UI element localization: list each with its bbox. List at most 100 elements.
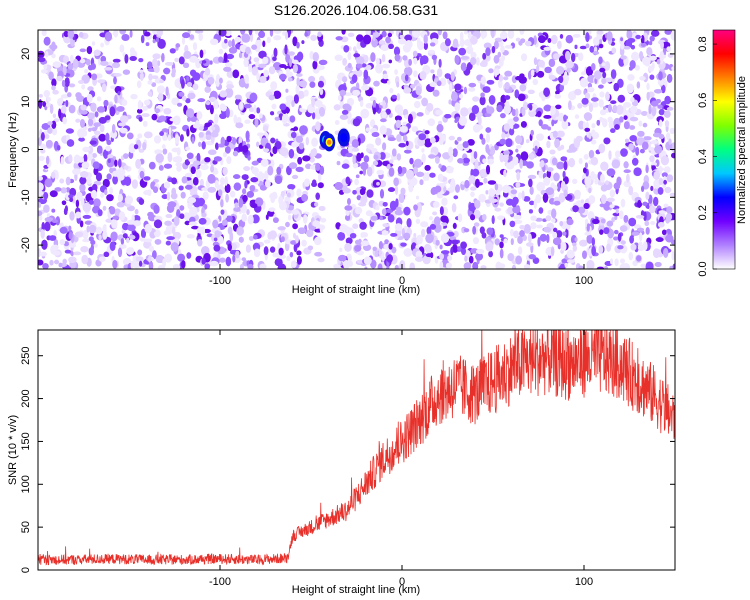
spectrogram-cell	[599, 229, 604, 235]
spectrogram-cell	[219, 257, 226, 263]
spectrogram-cell	[640, 263, 647, 268]
spectrogram-cell	[207, 174, 216, 184]
spectrogram-cell	[546, 140, 551, 149]
spectrogram-cell	[403, 206, 411, 216]
spectrogram-cell	[394, 115, 402, 121]
spectrogram-cell	[482, 86, 491, 93]
spectrogram-cell	[539, 160, 545, 168]
spectrogram-cell	[427, 49, 436, 54]
spectrogram-cell	[288, 149, 295, 159]
spectrogram-cell	[591, 101, 599, 108]
spectrogram-cell	[132, 220, 141, 227]
spectrogram-cell	[442, 31, 448, 40]
spectrogram-cell	[66, 139, 75, 147]
spectrogram-cell	[663, 203, 669, 208]
spectrogram-cell	[169, 48, 176, 54]
spectrogram-cell	[179, 205, 185, 211]
spectrogram-cell	[643, 241, 648, 251]
spectrogram-cell	[38, 176, 43, 181]
spectrogram-cell	[382, 142, 387, 151]
spectrogram-cell	[549, 149, 556, 155]
spectrogram-cell	[480, 265, 487, 269]
spectrogram-cell	[189, 55, 198, 63]
spectrogram-cell	[381, 30, 387, 38]
spectrogram-cell	[40, 132, 45, 141]
spectrogram-cell	[181, 176, 188, 184]
spectrogram-cell	[394, 265, 399, 269]
spectrogram-cell	[416, 112, 424, 117]
spectrogram-cell	[464, 30, 468, 35]
spectrogram-cell	[79, 220, 84, 228]
spectrogram-cell	[86, 225, 90, 233]
spectrogram-cell	[317, 182, 324, 189]
spectrogram-cell	[356, 63, 363, 69]
spectrogram-cell	[113, 76, 117, 85]
spectrogram-cell	[175, 134, 180, 144]
spectrogram-cell	[605, 91, 610, 102]
spectrogram-cell	[360, 240, 370, 246]
spectrogram-cell	[385, 36, 391, 44]
spectrogram-cell	[298, 80, 308, 88]
spectrogram-cell	[262, 56, 269, 64]
spectrogram-cell	[469, 112, 476, 122]
spectrogram-cell	[456, 143, 465, 151]
spectrogram-cell	[147, 91, 153, 97]
spectrogram-cell	[201, 258, 206, 265]
spectrogram-cell	[181, 95, 187, 101]
spectrogram-cell	[464, 255, 468, 262]
spectrogram-cell	[138, 198, 145, 205]
spectrogram-cell	[472, 168, 480, 177]
spectrogram-cell	[580, 199, 585, 204]
spectrogram-cell	[519, 84, 527, 92]
spectrogram-cell	[93, 243, 98, 248]
spectrogram-cell	[526, 242, 534, 247]
spectrogram-cell	[606, 220, 614, 227]
spectrogram-cell	[507, 118, 516, 126]
spectrogram-cell	[472, 96, 480, 102]
spectrogram-cell	[623, 45, 631, 50]
spectrogram-cell	[633, 167, 642, 176]
spectrogram-cell	[604, 77, 613, 83]
spectrogram-cell	[277, 226, 286, 231]
spectrogram-cell	[628, 185, 634, 196]
spectrogram-cell	[516, 144, 522, 149]
spectrogram-cell	[131, 179, 138, 189]
spectrogram-cell	[651, 162, 657, 166]
spectrogram-cell	[356, 34, 364, 42]
spectrogram-cell	[581, 97, 589, 105]
spectrogram-cell	[82, 238, 90, 243]
spectrogram-cell	[400, 187, 406, 195]
spectrogram-cell	[53, 230, 57, 237]
spectrogram-cell	[596, 30, 604, 35]
spectrogram-cell	[247, 263, 254, 269]
spectrogram-cell	[40, 229, 45, 239]
spectrogram-cell	[372, 107, 376, 115]
spectrogram-cell	[402, 108, 409, 117]
spectrogram-cell	[228, 47, 238, 54]
spectrogram-cell	[439, 261, 444, 269]
spectrogram-cell	[103, 149, 109, 159]
spectrogram-cell	[600, 173, 605, 183]
spectrogram-cell	[122, 223, 129, 231]
spectrogram-cell	[116, 106, 125, 112]
spectrogram-cell	[598, 84, 604, 89]
spectrogram-cell	[406, 218, 412, 228]
spectrogram-cell	[109, 187, 113, 195]
spectrogram-cell	[629, 116, 639, 122]
spectrogram-cell	[208, 122, 212, 126]
spectrogram-cell	[646, 91, 650, 101]
spectrogram-cell	[623, 215, 629, 223]
spectrogram-cell	[223, 66, 232, 72]
spectrogram-cell	[312, 60, 318, 70]
spectrogram-cell	[51, 41, 56, 52]
spectrogram-cell	[414, 101, 421, 109]
spectrogram-cell	[38, 94, 43, 98]
spectrogram-cell	[63, 55, 69, 64]
spectrogram-cell	[63, 65, 67, 76]
spectrogram-cell	[51, 78, 57, 87]
spectrogram-cell	[521, 53, 528, 62]
spectrogram-cell	[198, 126, 204, 131]
spectrogram-cell	[364, 266, 368, 269]
spectrogram-cell	[97, 106, 106, 113]
